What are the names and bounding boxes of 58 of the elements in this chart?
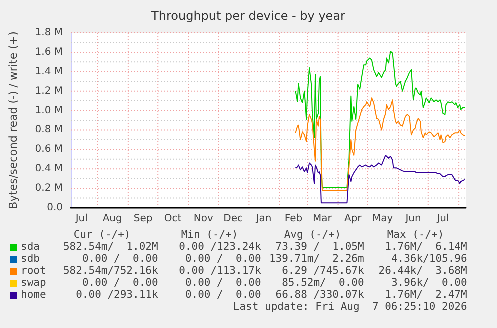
chart-title: Throughput per device - by year [150, 9, 346, 23]
x-tick-label: Jun [404, 214, 422, 224]
legend-label: swap [20, 277, 46, 289]
text: Last update: Fri Aug 7 06:25:10 2026 [232, 301, 468, 313]
x-tick-label: Jan [255, 214, 272, 224]
text: Cur (-/+) [72, 229, 132, 241]
x-tick-label: May [372, 214, 394, 224]
text: 0.00 / 0.00 [81, 253, 158, 265]
text: 139.71m/ 2.26m [268, 253, 364, 265]
text: 0.00 / 0.00 [184, 289, 262, 301]
y-axis-title: Bytes/second read (-) / write (+) [7, 32, 20, 210]
legend-label: root [20, 265, 46, 277]
text: 73.39 / 1.05M [274, 241, 364, 253]
text: 582.54m/ 1.02M [62, 241, 158, 253]
text: 6.29 /745.67k [281, 265, 364, 277]
y-tick-label: 1.2 M [35, 86, 63, 97]
text: 3.96k/ 0.00 [390, 277, 468, 289]
x-tick-label: Apr [344, 214, 363, 224]
x-tick-label: Jul [74, 214, 88, 224]
y-tick-label: 1.6 M [35, 46, 63, 58]
text: 4.36k/105.96 [390, 253, 468, 265]
y-tick-label: 1.0 M [35, 105, 63, 116]
line-series [295, 50, 466, 188]
line-series [295, 155, 466, 204]
y-tick-label: 1.8 M [35, 28, 63, 38]
text: 0.00 / 0.00 [81, 277, 158, 289]
text: 0.00 /113.17k [178, 265, 262, 277]
y-tick-label: 0.0 [47, 202, 63, 214]
text: 0.00 / 0.00 [184, 277, 262, 289]
x-tick-label: Jul [436, 214, 450, 224]
text: 26.44k/ 3.68M [378, 265, 468, 277]
y-tick-label: 0.4 M [35, 164, 63, 175]
legend-label: sda [20, 241, 41, 253]
text: Max (-/+) [386, 229, 446, 241]
y-tick-label: 1.4 M [35, 66, 63, 78]
x-tick-label: Oct [164, 214, 182, 224]
x-tick-label: Mar [313, 214, 333, 224]
x-tick-label: Sep [134, 214, 153, 224]
text: 582.54m/752.16k [62, 265, 158, 277]
x-tick-label: Feb [284, 214, 303, 224]
text: 0.00 / 0.00 [184, 253, 262, 265]
y-tick-label: 0.6 M [35, 144, 63, 156]
text: 66.88 /330.07k [274, 289, 364, 301]
text: 85.52m/ 0.00 [281, 277, 364, 289]
text: 1.76M/ 2.47M [384, 289, 468, 301]
legend-label: sdb [20, 253, 41, 265]
y-tick-label: 0.2 M [35, 183, 63, 194]
text: 1.76M/ 6.14M [384, 241, 468, 253]
x-tick-label: Dec [224, 214, 244, 224]
legend-label: home [20, 289, 46, 301]
line-series [295, 98, 466, 191]
y-tick-label: 0.8 M [35, 124, 63, 136]
text: 0.00 /123.24k [178, 241, 262, 253]
text: 0.00 /293.11k [75, 289, 158, 301]
x-tick-label: Nov [194, 214, 214, 224]
x-tick-label: Aug [102, 214, 122, 224]
text: Avg (-/+) [283, 229, 342, 241]
text: Min (-/+) [180, 229, 240, 241]
